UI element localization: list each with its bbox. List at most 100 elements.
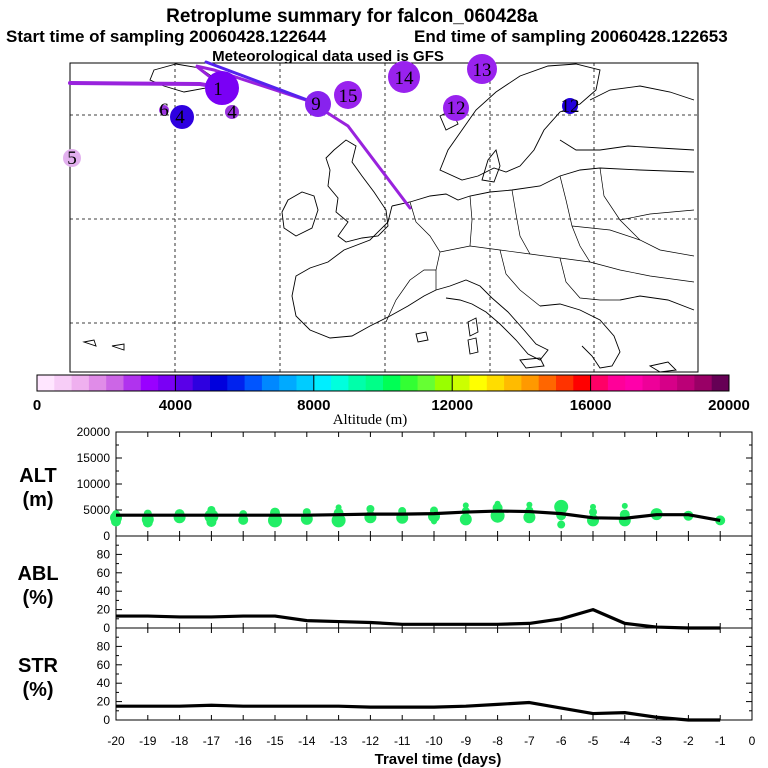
y-tick-label: 0 (103, 713, 110, 727)
figure-title: Retroplume summary for falcon_060428a (166, 6, 538, 27)
cluster-point (431, 518, 437, 525)
colorbar-swatch (279, 375, 297, 391)
colorbar-swatch (331, 375, 349, 391)
svg-text:14: 14 (395, 68, 415, 89)
line-str (116, 700, 721, 722)
x-tick-label: -14 (298, 734, 316, 748)
colorbar-tick-label: 16000 (570, 397, 612, 414)
colorbar-swatch (210, 375, 228, 391)
cluster-point (331, 513, 346, 528)
colorbar-swatch (677, 375, 695, 391)
x-tick-label: -7 (524, 734, 535, 748)
svg-text:15: 15 (339, 86, 358, 107)
met-data-label: Meteorological data used is GFS (212, 48, 444, 65)
cluster-point (523, 511, 536, 524)
svg-text:13: 13 (473, 60, 492, 81)
svg-text:5: 5 (67, 148, 77, 169)
colorbar-tick-label: 0 (33, 397, 41, 414)
line-alt (116, 509, 721, 522)
cluster-point (207, 506, 216, 514)
svg-text:12: 12 (447, 98, 466, 119)
colorbar-swatch (192, 375, 211, 391)
y-tick-label: 0 (103, 529, 110, 543)
cluster-point (526, 501, 533, 508)
marker-13: 13 (467, 54, 497, 84)
x-tick-label: -12 (362, 734, 380, 748)
colorbar-swatch (711, 375, 730, 391)
colorbar-tick-label: 12000 (431, 397, 473, 414)
colorbar-swatch (348, 375, 367, 391)
panel-label-unit: (%) (22, 587, 53, 609)
x-tick-label: -15 (266, 734, 284, 748)
colorbar-tick-label: 4000 (159, 397, 192, 414)
x-tick-label: -11 (394, 734, 411, 748)
colorbar-swatch (123, 375, 142, 391)
marker-15: 15 (334, 81, 362, 109)
colorbar-swatch (452, 375, 470, 391)
colorbar-swatch (365, 375, 384, 391)
colorbar-swatch (486, 375, 505, 391)
colorbar-swatch (469, 375, 488, 391)
end-time-label: End time of sampling 20060428.122653 (414, 27, 728, 46)
colorbar-swatch (642, 375, 661, 391)
colorbar-swatch (434, 375, 453, 391)
colorbar-swatch (244, 375, 263, 391)
travel-time-axis: -20 -19 -18 -17 -16 -15 -14 -13 -12 -11 -10 -9 -8 -7-… (107, 734, 755, 748)
y-tick-label: 80 (97, 547, 111, 561)
cluster-point (621, 502, 628, 509)
colorbar-ticks: 0 4000 8000 12000 16000 20000 (33, 375, 750, 414)
svg-text:12: 12 (561, 96, 580, 117)
cluster-point (590, 503, 596, 510)
cluster-point (335, 504, 342, 511)
x-tick-label: 0 (749, 734, 756, 748)
x-tick-label: -6 (556, 734, 567, 748)
panel-label-name: ABL (17, 563, 58, 585)
marker-5: 5 (63, 148, 81, 169)
y-tick-label: 10000 (77, 477, 111, 491)
marker-12-east: 12 (561, 96, 580, 117)
colorbar-swatches (37, 375, 730, 391)
panel-label-name: ALT (19, 465, 56, 487)
colorbar-swatch (54, 375, 73, 391)
colorbar-swatch (694, 375, 713, 391)
x-tick-label: -3 (651, 734, 662, 748)
colorbar-swatch (37, 375, 55, 391)
colorbar-swatch (261, 375, 280, 391)
marker-9: 9 (305, 91, 331, 117)
cluster-point (589, 508, 597, 517)
plume-markers: 1 4 4 5 6 9 12 (63, 54, 580, 169)
colorbar-swatch (417, 375, 436, 391)
cluster-point (268, 513, 282, 528)
x-tick-label: -2 (683, 734, 694, 748)
time-series-panels: 05000100001500020000ALT(m)020406080ABL(%… (17, 425, 753, 727)
colorbar-swatch (71, 375, 90, 391)
colorbar-tick-label: 8000 (297, 397, 330, 414)
x-tick-label: -17 (203, 734, 221, 748)
x-tick-label: -20 (107, 734, 125, 748)
panel-label-unit: (%) (22, 679, 53, 701)
y-tick-label: 5000 (83, 503, 110, 517)
cluster-point (554, 499, 569, 514)
colorbar: 0 4000 8000 12000 16000 20000 Altitude (m) (33, 374, 750, 428)
colorbar-swatch (383, 375, 401, 391)
y-tick-label: 80 (97, 639, 111, 653)
y-tick-label: 40 (97, 676, 111, 690)
panel-label-unit: (m) (22, 489, 53, 511)
track-segment-north (204, 60, 320, 106)
cluster-point (557, 520, 566, 529)
colorbar-swatch (521, 375, 540, 391)
marker-6: 6 (159, 100, 169, 121)
colorbar-swatch (140, 375, 159, 391)
panel-frame (115, 535, 753, 629)
marker-4-west: 4 (170, 105, 194, 129)
cluster-point (206, 516, 217, 527)
y-tick-label: 20000 (77, 425, 111, 439)
colorbar-swatch (296, 375, 315, 391)
marker-4-small: 4 (225, 102, 239, 123)
start-time-label: Start time of sampling 20060428.122644 (6, 27, 327, 46)
coastlines (82, 63, 695, 373)
colorbar-label: Altitude (m) (333, 412, 408, 428)
x-tick-label: -10 (425, 734, 443, 748)
colorbar-swatch (88, 375, 107, 391)
panel-label-name: STR (18, 655, 59, 677)
